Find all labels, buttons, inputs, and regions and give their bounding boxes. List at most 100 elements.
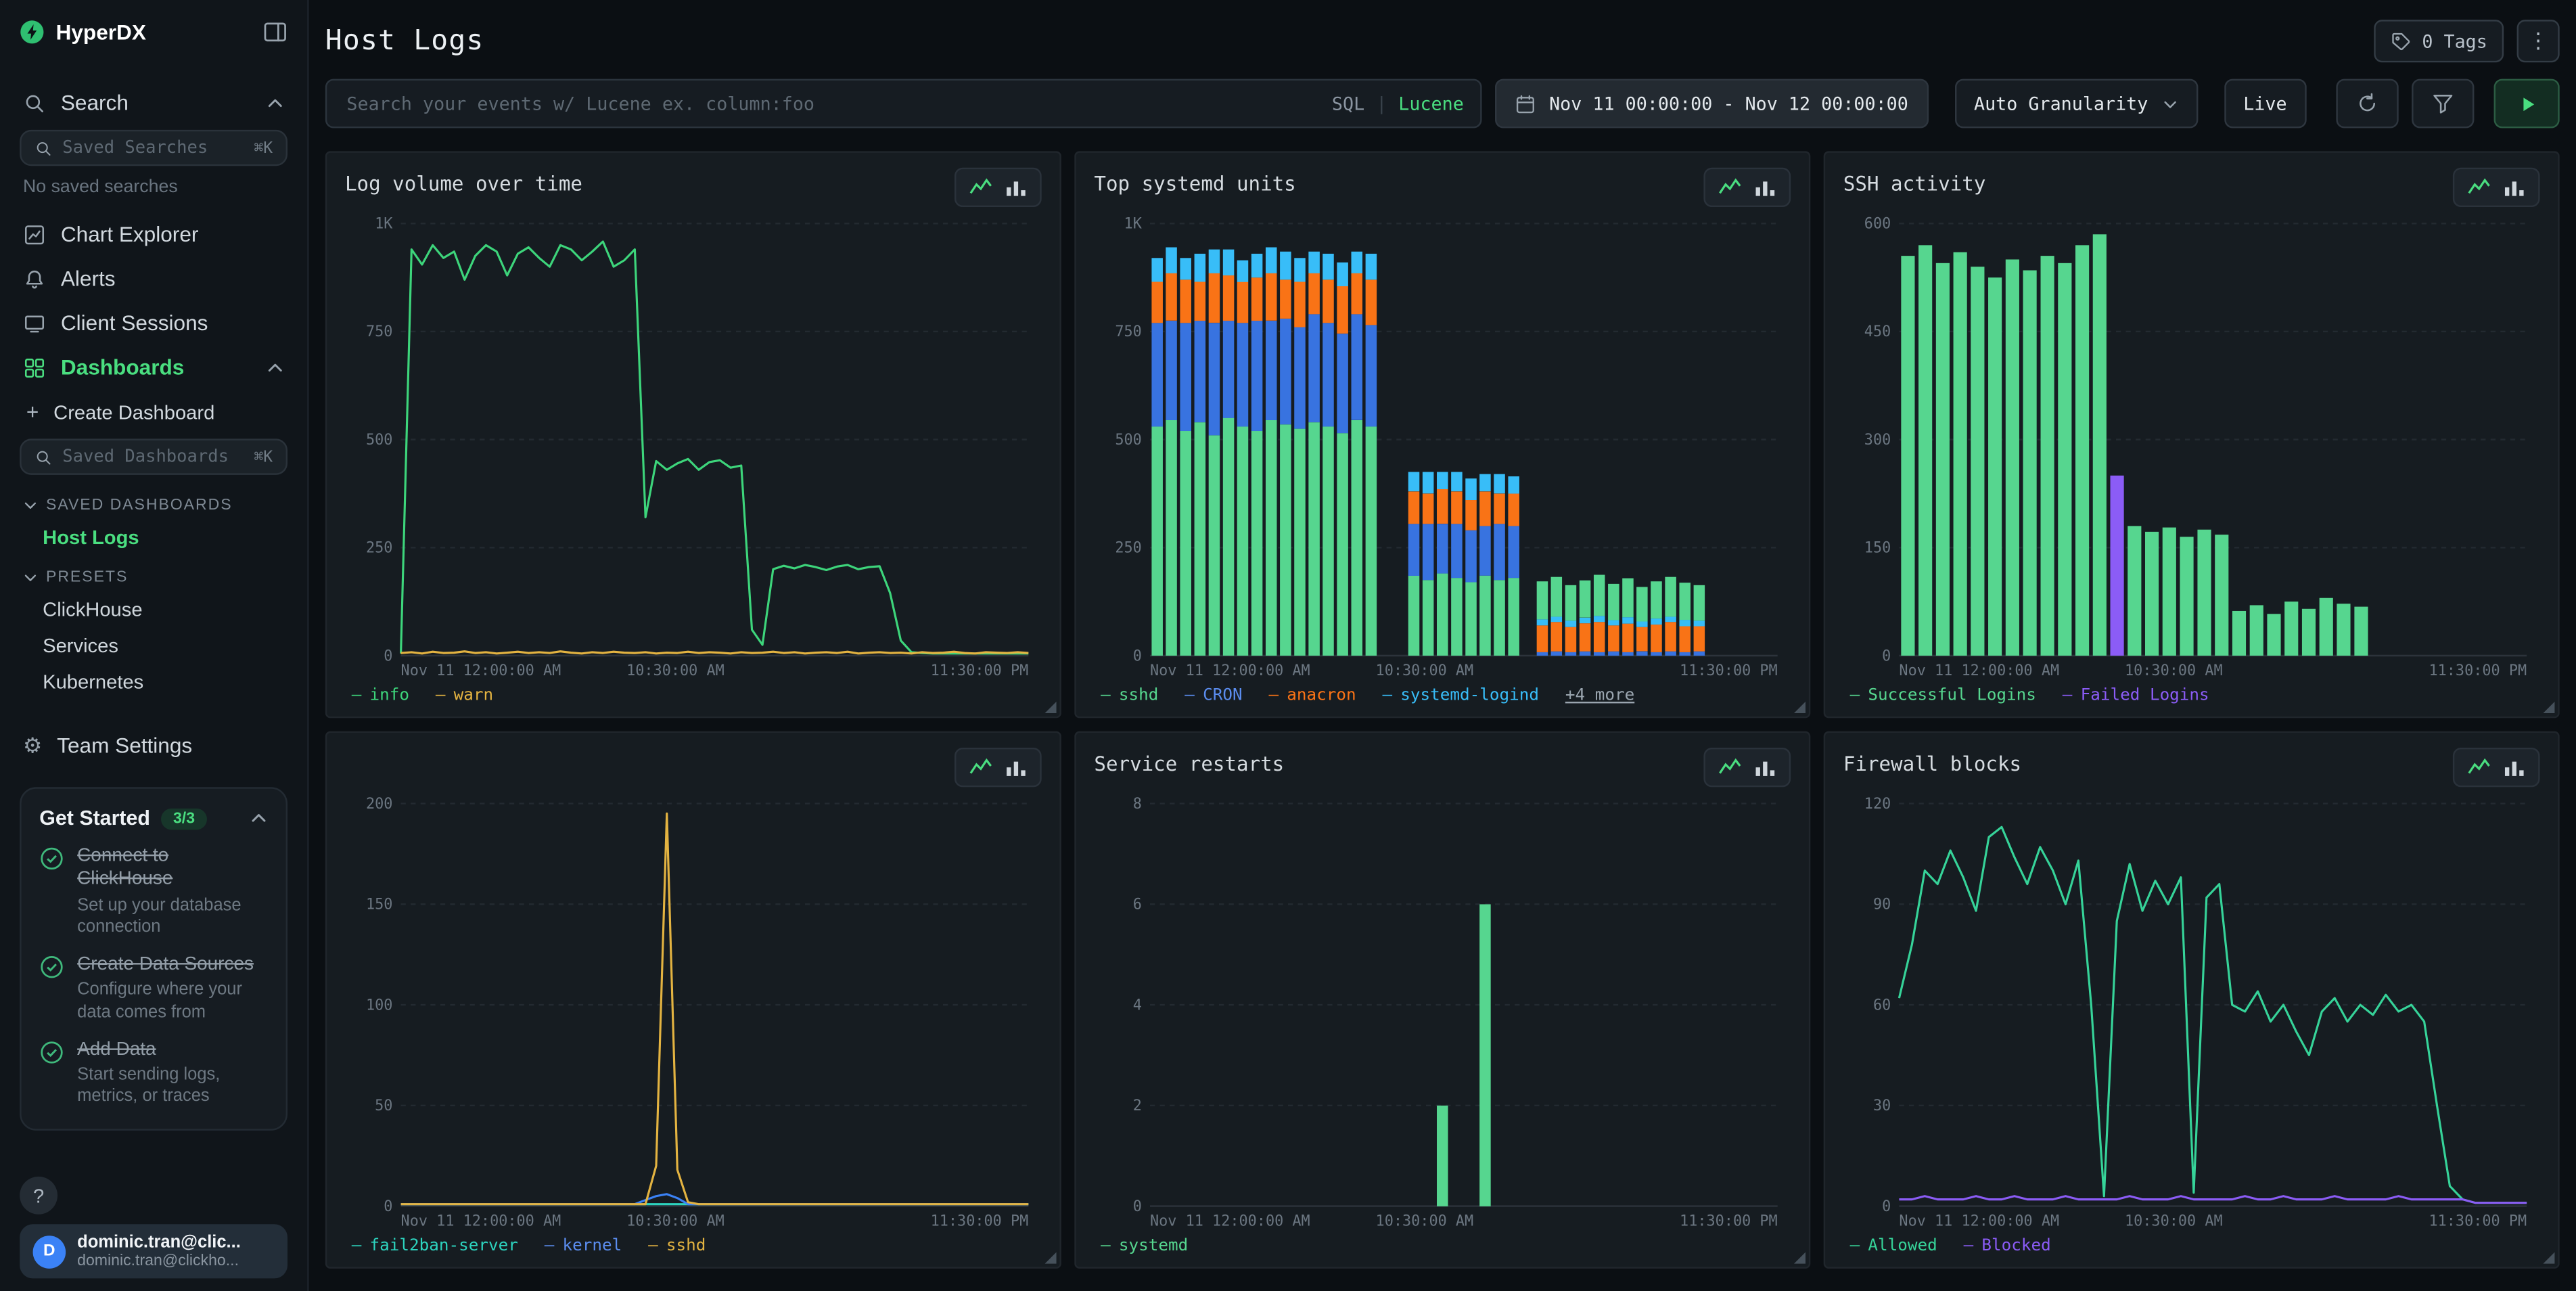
date-range-picker[interactable]: Nov 11 00:00:00 - Nov 12 00:00:00 xyxy=(1494,78,1929,129)
legend-more-link[interactable]: +4 more xyxy=(1565,686,1634,704)
svg-text:10:30:00 AM: 10:30:00 AM xyxy=(626,1213,724,1230)
legend-label: systemd-logind xyxy=(1400,685,1540,704)
refresh-icon xyxy=(2360,93,2376,112)
saved-dashboards-input[interactable] xyxy=(62,447,244,467)
saved-dashboards-section-header[interactable]: SAVED DASHBOARDS xyxy=(20,483,288,519)
dashboards-collapse-toggle[interactable] xyxy=(266,361,284,373)
legend-item: — systemd-logind xyxy=(1382,686,1539,704)
chart-type-toggle[interactable] xyxy=(1703,167,1791,207)
sidebar-collapse-button[interactable] xyxy=(263,20,288,44)
lucene-mode-toggle[interactable]: Lucene xyxy=(1398,93,1464,114)
filter-button[interactable] xyxy=(2412,78,2475,129)
chevron-up-icon xyxy=(252,814,266,822)
line-chart-icon[interactable] xyxy=(969,176,992,199)
presets-section-header[interactable]: PRESETS xyxy=(20,556,288,591)
line-chart-icon[interactable] xyxy=(1718,756,1741,779)
resize-handle[interactable] xyxy=(1793,1252,1806,1264)
svg-text:4: 4 xyxy=(1133,997,1142,1014)
panel-title: Firewall blocks xyxy=(1843,752,2022,776)
svg-text:150: 150 xyxy=(1864,540,1891,557)
saved-searches-input[interactable] xyxy=(62,137,244,158)
legend-item: — info xyxy=(352,686,409,704)
sidebar-item-chart-explorer[interactable]: Chart Explorer xyxy=(20,212,288,256)
search-collapse-toggle[interactable] xyxy=(266,96,284,109)
chart-canvas[interactable]: 0 250 500 750 1K Nov 11 12:00:00 AM 10:30:00 A… xyxy=(1094,214,1791,681)
resize-handle[interactable] xyxy=(1044,1252,1057,1264)
chart-type-toggle[interactable] xyxy=(954,747,1042,788)
chart-type-toggle[interactable] xyxy=(2452,747,2540,788)
sidebar-item-client-sessions[interactable]: Client Sessions xyxy=(20,300,288,345)
monitor-icon xyxy=(24,315,45,332)
more-options-button[interactable]: ⋮ xyxy=(2516,20,2560,63)
step-title: Create Data Sources xyxy=(77,954,254,975)
saved-dashboards-shortcut: ⌘K xyxy=(254,447,273,466)
resize-handle[interactable] xyxy=(2543,701,2555,713)
sidebar-item-clickhouse[interactable]: ClickHouse xyxy=(43,597,143,621)
svg-text:250: 250 xyxy=(366,540,392,557)
chart-type-toggle[interactable] xyxy=(954,167,1042,207)
panel-head: Service restarts xyxy=(1094,747,1791,790)
tags-button[interactable]: 0 Tags xyxy=(2374,20,2504,63)
chart-canvas[interactable]: 0 2 4 6 8 Nov 11 12:00:00 AM 10:30:00 AM 11:30:… xyxy=(1094,794,1791,1231)
get-started-step-datasources[interactable]: Create Data Sources Configure where your… xyxy=(39,953,268,1024)
bar-chart-icon[interactable] xyxy=(1004,176,1027,199)
svg-text:Nov 11 12:00:00 AM: Nov 11 12:00:00 AM xyxy=(1150,662,1310,679)
sql-mode-toggle[interactable]: SQL xyxy=(1331,93,1365,114)
get-started-step-connect[interactable]: Connect to ClickHouse Set up your databa… xyxy=(39,844,268,938)
bar-chart-icon[interactable] xyxy=(1004,756,1027,779)
chart-type-toggle[interactable] xyxy=(2452,167,2540,207)
sidebar-item-services[interactable]: Services xyxy=(43,634,118,658)
line-chart-icon[interactable] xyxy=(2468,176,2491,199)
step-desc: Set up your database connection xyxy=(77,894,242,936)
legend-label: Blocked xyxy=(1981,1236,2051,1255)
bar-chart-icon[interactable] xyxy=(1753,756,1776,779)
check-circle-icon xyxy=(41,847,63,870)
legend-label: fail2ban-server xyxy=(369,1236,518,1255)
user-menu[interactable]: D dominic.tran@clic... dominic.tran@clic… xyxy=(20,1224,288,1279)
no-saved-searches-label: No saved searches xyxy=(22,177,178,198)
chart-canvas[interactable]: 0 250 500 750 1K Nov 11 12:00:00 AM 10:30:00 A… xyxy=(345,214,1042,681)
get-started-collapse-toggle[interactable] xyxy=(250,812,268,825)
bar-chart-icon[interactable] xyxy=(1753,176,1776,199)
svg-text:90: 90 xyxy=(1873,897,1891,913)
sidebar-item-host-logs[interactable]: Host Logs xyxy=(43,526,139,549)
svg-text:11:30:00 PM: 11:30:00 PM xyxy=(1680,1213,1778,1230)
sidebar-item-dashboards[interactable]: Dashboards xyxy=(20,345,288,390)
chart-type-toggle[interactable] xyxy=(1703,747,1791,788)
filter-icon xyxy=(2433,95,2453,114)
toolbar: SQL | Lucene Nov 11 00:00:00 - Nov 12 00… xyxy=(325,78,2560,129)
page-title: Host Logs xyxy=(325,24,484,58)
granularity-select[interactable]: Auto Granularity xyxy=(1954,78,2198,129)
events-search-input[interactable] xyxy=(325,78,1482,129)
resize-handle[interactable] xyxy=(2543,1252,2555,1264)
svg-text:10:30:00 AM: 10:30:00 AM xyxy=(2125,1213,2223,1230)
help-button[interactable]: ? xyxy=(20,1176,58,1215)
refresh-button[interactable] xyxy=(2336,78,2399,129)
run-query-button[interactable] xyxy=(2493,78,2560,129)
sidebar-item-team-settings[interactable]: ⚙ Team Settings xyxy=(20,723,288,768)
line-chart-icon[interactable] xyxy=(969,756,992,779)
legend-label: warn xyxy=(453,685,494,704)
live-button[interactable]: Live xyxy=(2224,78,2307,129)
create-dashboard-button[interactable]: + Create Dashboard xyxy=(20,390,288,434)
sidebar-item-kubernetes[interactable]: Kubernetes xyxy=(43,670,144,694)
line-chart-icon[interactable] xyxy=(1718,176,1741,199)
resize-handle[interactable] xyxy=(1793,701,1806,713)
get-started-step-adddata[interactable]: Add Data Start sending logs, metrics, or… xyxy=(39,1038,268,1108)
gear-icon: ⚙ xyxy=(22,733,43,758)
resize-handle[interactable] xyxy=(1044,701,1057,713)
chart-canvas[interactable]: 0 50 100 150 200 Nov 11 12:00:00 AM 10:30:00 A… xyxy=(345,794,1042,1231)
chart-canvas[interactable]: 0 30 60 90 120 Nov 11 12:00:00 AM 10:30:00 AM 1… xyxy=(1843,794,2540,1231)
help-label: ? xyxy=(32,1183,45,1207)
chart-canvas[interactable]: 0 150 300 450 600 Nov 11 12:00:00 AM 10:30:00 … xyxy=(1843,214,2540,681)
legend-swatch: — xyxy=(1268,685,1279,704)
panel-head: Firewall blocks xyxy=(1843,747,2540,790)
sidebar-item-search[interactable]: Search xyxy=(20,81,288,125)
bar-chart-icon[interactable] xyxy=(2502,176,2525,199)
tag-icon xyxy=(2392,32,2410,49)
main-content: Host Logs 0 Tags ⋮ SQL | Lucene xyxy=(309,0,2576,1291)
bar-chart-icon[interactable] xyxy=(2502,756,2525,779)
svg-text:750: 750 xyxy=(1115,323,1141,340)
sidebar-item-alerts[interactable]: Alerts xyxy=(20,256,288,301)
line-chart-icon[interactable] xyxy=(2468,756,2491,779)
